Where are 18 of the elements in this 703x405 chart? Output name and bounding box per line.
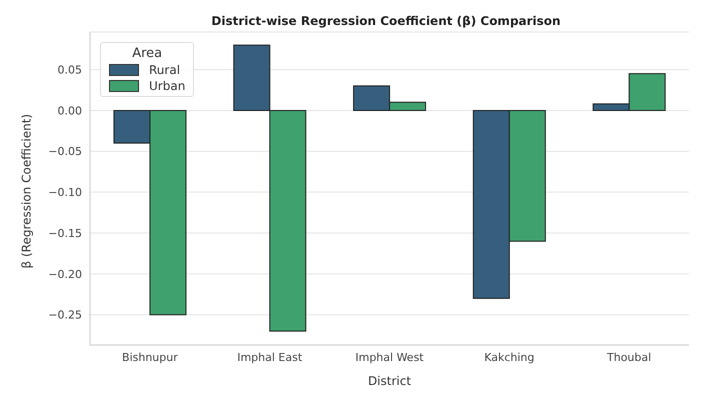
x-tick-label: Bishnupur xyxy=(122,350,178,364)
y-tick-label: −0.05 xyxy=(48,145,82,158)
legend-title: Area xyxy=(131,46,164,61)
x-axis-title: District xyxy=(368,374,412,388)
y-tick-label: −0.15 xyxy=(48,226,82,240)
x-tick-label: Imphal East xyxy=(237,350,303,364)
legend-label: Urban xyxy=(149,79,186,93)
legend-label: Rural xyxy=(149,63,180,77)
y-axis-title: β (Regression Coefficient) xyxy=(19,114,34,268)
y-tick-label: −0.10 xyxy=(48,186,82,200)
x-tick-label: Imphal West xyxy=(355,350,424,364)
x-tick-label: Kakching xyxy=(484,350,534,364)
y-tick-label: −0.25 xyxy=(48,308,82,322)
chart-title: District-wise Regression Coefficient (β) Comparison xyxy=(210,14,562,28)
y-tick-label: 0.00 xyxy=(58,104,82,118)
x-tick-label: Thoubal xyxy=(606,350,652,364)
y-tick-label: 0.05 xyxy=(58,64,82,76)
y-tick-label: −0.20 xyxy=(48,268,82,281)
